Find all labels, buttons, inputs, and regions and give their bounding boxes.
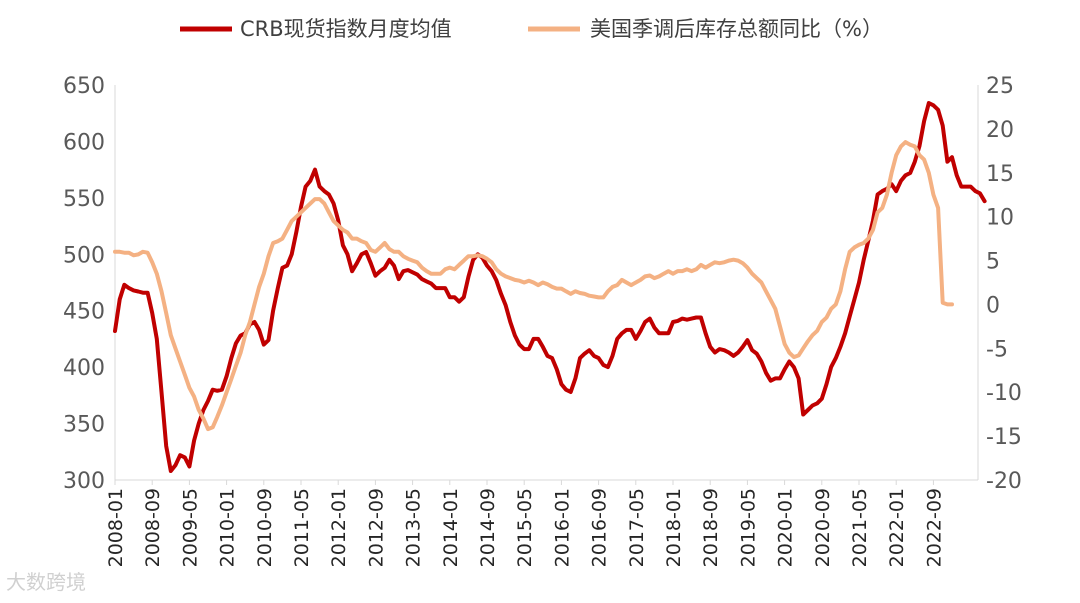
x-tick-label: 2013-05 [403, 488, 425, 567]
x-tick-label: 2022-09 [923, 488, 945, 567]
x-tick-label: 2008-09 [142, 488, 164, 567]
x-tick-label: 2008-01 [105, 488, 127, 567]
right-tick-label: 0 [986, 293, 1000, 318]
left-tick-label: 600 [63, 130, 105, 155]
x-tick-label: 2017-05 [626, 488, 648, 567]
right-tick-label: 10 [986, 206, 1014, 231]
series-line-crb [113, 101, 987, 473]
right-tick-label: 20 [986, 118, 1014, 143]
x-tick-label: 2012-01 [328, 488, 350, 567]
watermark: 大数跨境 [6, 570, 86, 594]
x-tick-label: 2018-09 [700, 488, 722, 567]
left-tick-label: 450 [63, 300, 105, 325]
right-tick-label: 15 [986, 162, 1014, 187]
x-tick-label: 2020-09 [812, 488, 834, 567]
right-tick-label: 25 [986, 74, 1014, 99]
x-axis-ticks: 2008-01 2008-09 2009-05 2010-01 2010-09 2011-… [105, 480, 945, 567]
x-tick-label: 2010-01 [217, 488, 239, 567]
legend-label-crb: CRB现货指数月度均值 [240, 17, 452, 41]
x-tick-label: 2009-05 [179, 488, 201, 567]
x-tick-label: 2014-09 [477, 488, 499, 567]
right-tick-label: -20 [986, 469, 1022, 494]
left-axis-ticks: 300 350 400 450 500 550 600 650 [63, 74, 105, 494]
x-tick-label: 2016-01 [551, 488, 573, 567]
x-tick-label: 2021-05 [849, 488, 871, 567]
x-tick-label: 2018-01 [663, 488, 685, 567]
x-tick-label: 2019-05 [737, 488, 759, 567]
x-tick-label: 2015-05 [514, 488, 536, 567]
left-tick-label: 300 [63, 469, 105, 494]
right-axis-ticks: -20 -15 -10 -5 0 5 10 15 20 25 [986, 74, 1022, 494]
legend: CRB现货指数月度均值 美国季调后库存总额同比（%） [180, 17, 883, 41]
legend-label-inventory: 美国季调后库存总额同比（%） [590, 17, 883, 41]
x-tick-label: 2014-01 [440, 488, 462, 567]
left-tick-label: 650 [63, 74, 105, 99]
x-tick-label: 2012-09 [365, 488, 387, 567]
right-tick-label: -10 [986, 381, 1022, 406]
x-tick-label: 2011-05 [291, 488, 313, 567]
x-tick-label: 2020-01 [775, 488, 797, 567]
left-tick-label: 550 [63, 187, 105, 212]
left-tick-label: 400 [63, 356, 105, 381]
series-line-inventory [113, 140, 954, 432]
right-tick-label: 5 [986, 250, 1000, 275]
x-tick-label: 2022-01 [886, 488, 908, 567]
right-tick-label: -15 [986, 425, 1022, 450]
right-tick-label: -5 [986, 337, 1008, 362]
x-tick-label: 2016-09 [589, 488, 611, 567]
x-tick-label: 2010-09 [254, 488, 276, 567]
left-tick-label: 350 [63, 413, 105, 438]
left-tick-label: 500 [63, 243, 105, 268]
